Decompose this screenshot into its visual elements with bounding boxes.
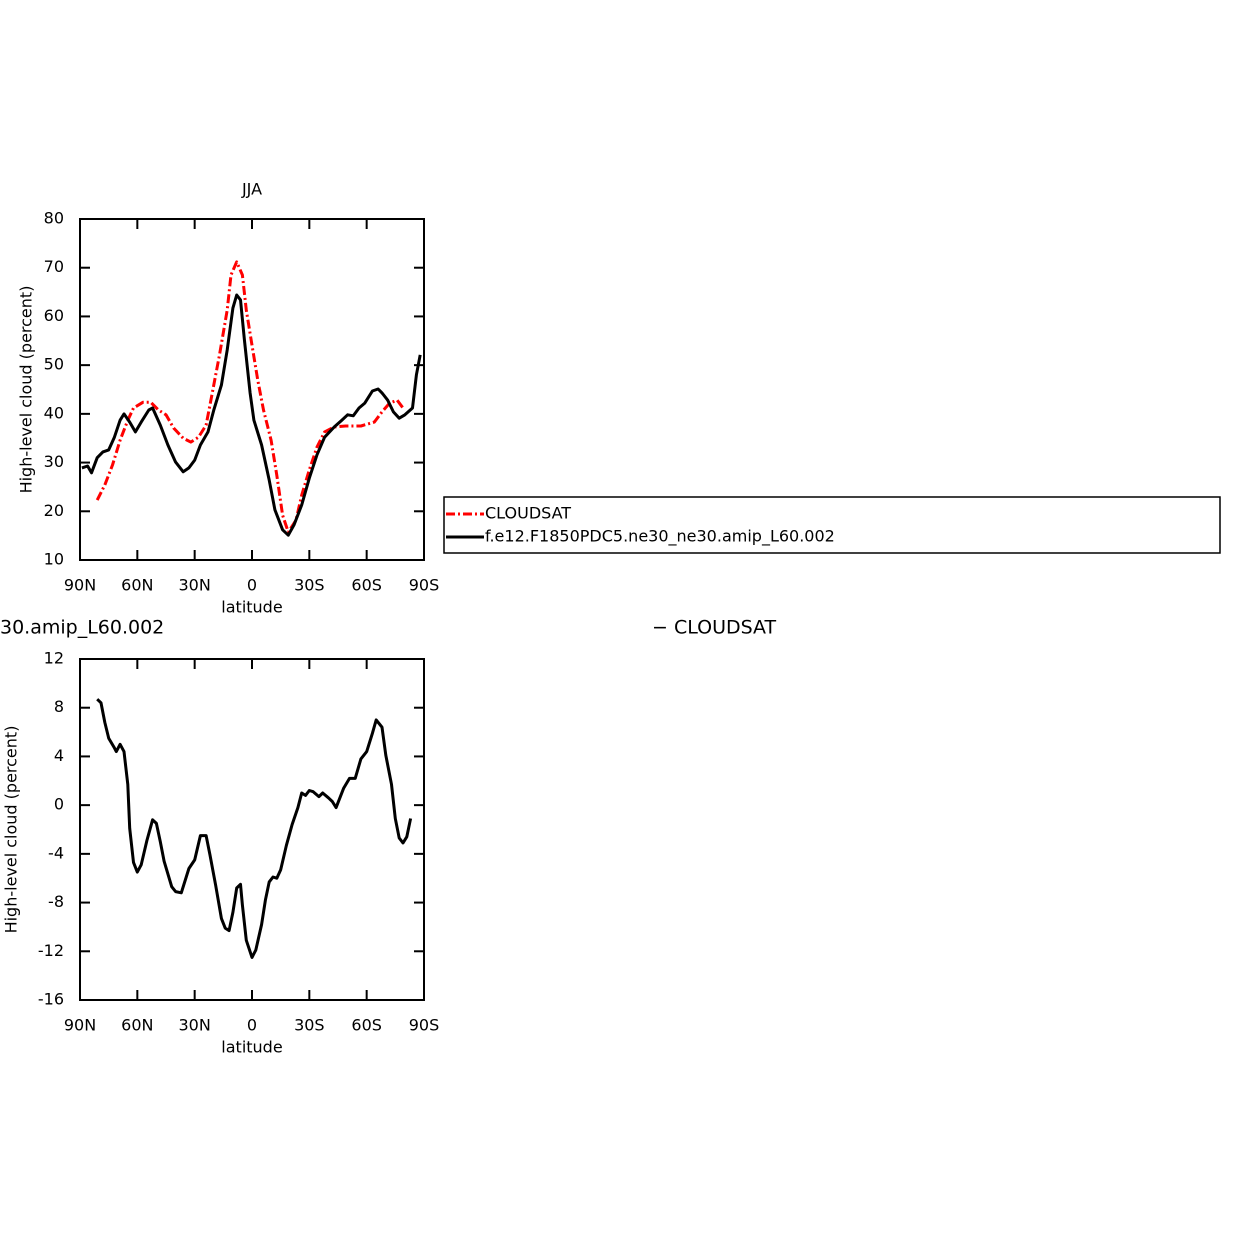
x-tick-label: 30N: [179, 1016, 211, 1035]
x-tick-label: 90S: [409, 576, 440, 595]
x-tick-label: 0: [247, 1016, 257, 1035]
x-tick-label: 60N: [121, 1016, 153, 1035]
x-tick-label: 30S: [294, 576, 325, 595]
plot-frame: [79, 658, 425, 1001]
x-tick-label: 60S: [351, 1016, 382, 1035]
x-axis-label: latitude: [221, 598, 282, 617]
y-tick-label: 4: [54, 746, 64, 765]
x-tick-label: 90S: [409, 1016, 440, 1035]
y-tick-label: 50: [44, 355, 64, 374]
y-tick-label: 12: [44, 649, 64, 668]
x-tick-label: 90N: [64, 1016, 96, 1035]
annotation: − CLOUDSAT: [652, 617, 777, 639]
chart-title: JJA: [241, 180, 262, 199]
y-tick-label: 60: [44, 306, 64, 325]
y-tick-label: 0: [54, 795, 64, 814]
y-tick-label: -8: [48, 892, 64, 911]
x-tick-label: 30S: [294, 1016, 325, 1035]
y-tick-label: -12: [38, 941, 64, 960]
legend-label: CLOUDSAT: [485, 504, 571, 523]
x-tick-label: 30N: [179, 576, 211, 595]
data-line: [96, 698, 413, 959]
y-tick-label: 20: [44, 501, 64, 520]
y-tick-label: 70: [44, 257, 64, 276]
x-tick-label: 60S: [351, 576, 382, 595]
y-tick-label: -16: [38, 990, 64, 1009]
legend-label: f.e12.F1850PDC5.ne30_ne30.amip_L60.002: [485, 527, 835, 547]
data-line: [81, 293, 422, 537]
y-axis-label: High-level cloud (percent): [17, 286, 36, 494]
legend-box: [443, 496, 1221, 554]
x-tick-label: 0: [247, 576, 257, 595]
annotation: 30.amip_L60.002: [0, 617, 164, 639]
y-tick-label: 30: [44, 452, 64, 471]
y-tick-label: 40: [44, 403, 64, 422]
y-tick-label: 80: [44, 209, 64, 228]
y-axis-label: High-level cloud (percent): [2, 726, 21, 934]
x-tick-label: 60N: [121, 576, 153, 595]
x-tick-label: 90N: [64, 576, 96, 595]
x-axis-label: latitude: [221, 1038, 282, 1057]
y-tick-label: 10: [44, 550, 64, 569]
y-tick-label: 8: [54, 697, 64, 716]
y-tick-label: -4: [48, 843, 64, 862]
